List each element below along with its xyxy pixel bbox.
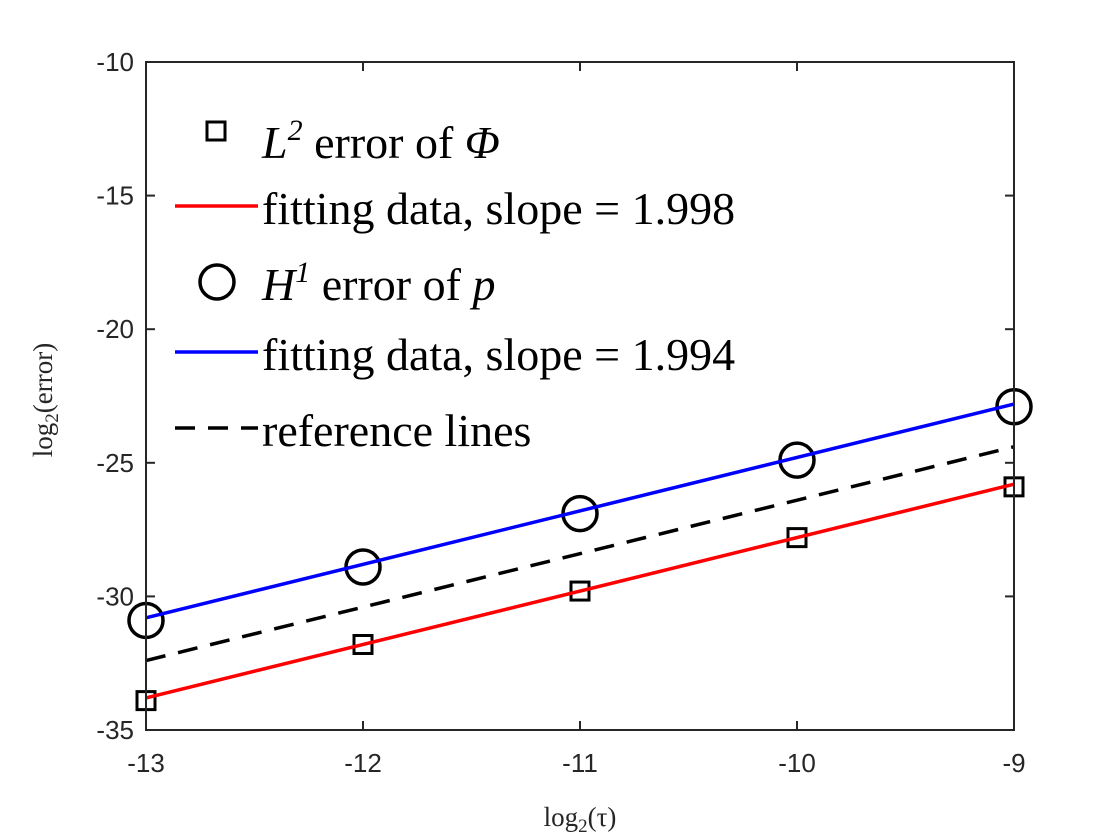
legend-label-reference: reference lines <box>262 405 531 456</box>
legend-entry-l2-fit: fitting data, slope = 1.998 <box>175 183 735 234</box>
data-point-square <box>786 527 808 549</box>
legend-square-marker <box>205 120 227 142</box>
data-point-square <box>352 633 374 655</box>
x-tick-label: -9 <box>1002 748 1025 778</box>
y-tick-label: -35 <box>96 715 134 745</box>
legend-entry-l2-error: L2 error of Φ <box>205 114 500 168</box>
legend-label-l2-error: L2 error of Φ <box>261 114 500 168</box>
data-point-square <box>569 580 591 602</box>
x-tick-label: -12 <box>344 748 382 778</box>
legend: L2 error of Φ fitting data, slope = 1.99… <box>175 114 735 456</box>
x-tick-label: -11 <box>562 748 598 778</box>
y-tick-label: -20 <box>96 314 134 344</box>
series-line-ref <box>145 445 1015 663</box>
legend-entry-h1-fit: fitting data, slope = 1.994 <box>175 329 735 380</box>
series-line-l2fit <box>145 482 1015 700</box>
y-tick-label: -15 <box>96 181 134 211</box>
legend-circle-marker <box>198 263 236 301</box>
legend-entry-reference: reference lines <box>175 405 531 456</box>
y-tick-label: -30 <box>96 581 134 611</box>
x-tick-label: -13 <box>127 748 165 778</box>
legend-entry-h1-error: H1 error of p <box>198 256 495 310</box>
x-axis-label: log2(τ) <box>544 802 617 837</box>
axes: -13 -12 -11 -10 -9 -10 -15 -20 -25 -30 -35 <box>96 47 1025 778</box>
x-tick-label: -10 <box>778 748 816 778</box>
y-axis-label: log2(error) <box>28 343 63 457</box>
legend-label-h1-fit: fitting data, slope = 1.994 <box>262 329 735 380</box>
y-tick-label: -10 <box>96 47 134 77</box>
y-tick-label: -25 <box>96 448 134 478</box>
legend-label-l2-fit: fitting data, slope = 1.998 <box>262 183 735 234</box>
legend-label-h1-error: H1 error of p <box>261 256 495 310</box>
series-line-h1fit <box>145 402 1015 620</box>
